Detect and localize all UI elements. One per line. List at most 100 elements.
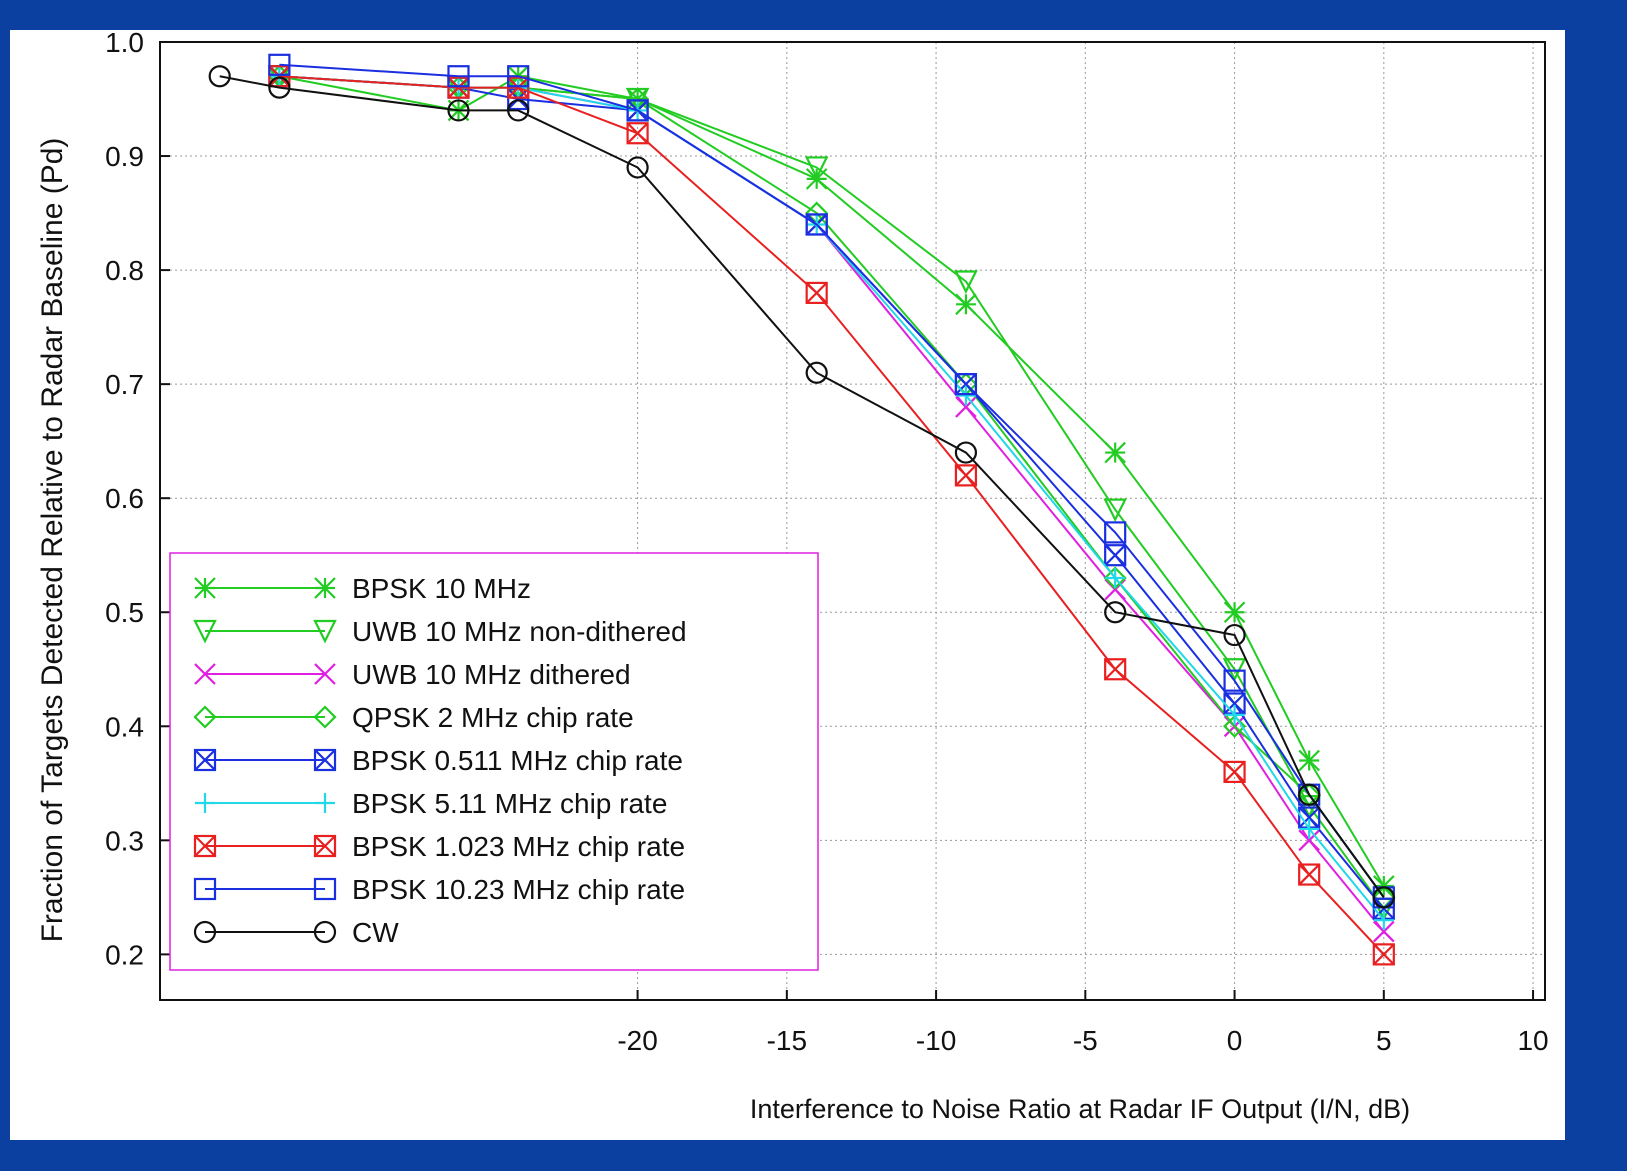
marker-stroke (1373, 897, 1395, 920)
x-axis-label: Interference to Noise Ratio at Radar IF … (750, 1094, 1410, 1124)
data-point (268, 65, 291, 88)
marker-stroke (1223, 601, 1246, 624)
data-point (954, 373, 978, 396)
data-point (1105, 568, 1126, 589)
marker-stroke (314, 577, 336, 599)
marker-stroke (1298, 863, 1320, 886)
legend-symbol (193, 920, 337, 944)
marker-shape (804, 156, 829, 180)
y-tick-label: 0.8 (105, 255, 144, 286)
data-point (1223, 760, 1246, 784)
data-point (1372, 943, 1395, 966)
data-point (1104, 441, 1126, 464)
data-point (268, 53, 291, 76)
marker-shape (313, 748, 337, 772)
marker-stroke (1298, 749, 1320, 772)
marker-shape (193, 877, 217, 901)
marker-shape (447, 76, 470, 99)
marker-shape (1223, 623, 1246, 647)
marker-stroke (314, 749, 336, 771)
data-point (955, 396, 977, 418)
data-point (626, 156, 649, 179)
data-point (1224, 704, 1245, 725)
x-tick-label: -15 (767, 1025, 807, 1056)
y-tick-label: 0.4 (105, 711, 144, 742)
legend-label: BPSK 1.023 MHz chip rate (352, 831, 685, 862)
data-point (1373, 910, 1394, 931)
data-point (955, 385, 976, 406)
marker-stroke (507, 88, 529, 110)
marker-shape (208, 65, 231, 88)
series-line (219, 75, 1385, 898)
legend-symbol (193, 748, 337, 772)
marker-shape (805, 213, 828, 236)
legend-label: BPSK 5.11 MHz chip rate (352, 788, 667, 819)
marker-shape (193, 920, 217, 944)
marker-shape (193, 705, 217, 729)
marker-shape (313, 705, 337, 729)
marker-shape (1223, 760, 1246, 784)
marker-stroke (447, 76, 470, 99)
marker-shape (447, 99, 470, 122)
marker-shape (313, 877, 337, 901)
y-tick-label: 0.2 (105, 939, 144, 970)
data-point (1373, 920, 1395, 943)
legend-symbol (193, 705, 337, 729)
legend-label: BPSK 0.511 MHz chip rate (352, 745, 683, 776)
marker-shape (805, 361, 828, 384)
marker-stroke (1223, 692, 1246, 715)
data-point (1223, 601, 1246, 624)
data-point (447, 99, 470, 122)
data-point (954, 441, 978, 464)
marker-stroke (1104, 441, 1126, 464)
marker-shape (1104, 544, 1127, 567)
marker-shape (193, 748, 217, 772)
legend-label: UWB 10 MHz non-dithered (352, 616, 687, 647)
marker-stroke (626, 122, 649, 145)
marker-shape (507, 76, 530, 99)
legend-symbol (194, 577, 336, 599)
data-point (1298, 829, 1320, 852)
marker-stroke (1373, 943, 1395, 966)
data-point (805, 281, 828, 305)
marker-stroke (1104, 658, 1126, 681)
marker-stroke (268, 65, 291, 87)
marker-shape (1223, 714, 1247, 738)
marker-shape (1298, 783, 1321, 806)
marker-shape (313, 619, 337, 644)
legend-box (169, 552, 819, 971)
marker-shape (268, 53, 291, 76)
data-point (447, 76, 470, 99)
marker-shape (1372, 886, 1395, 909)
data-point (804, 156, 829, 180)
data-point (507, 76, 530, 99)
marker-stroke (194, 577, 216, 599)
marker-shape (268, 76, 291, 99)
data-point (1223, 669, 1246, 692)
y-tick-label: 0.9 (105, 141, 144, 172)
data-point (1298, 863, 1321, 886)
plot-frame (159, 41, 1546, 1001)
legend-label: QPSK 2 MHz chip rate (352, 702, 634, 733)
marker-shape (954, 464, 978, 487)
legend-symbol (195, 793, 335, 813)
marker-stroke (1298, 829, 1320, 852)
marker-shape (313, 920, 337, 944)
data-point (1223, 623, 1246, 647)
x-tick-label: -20 (617, 1025, 657, 1056)
series-line (279, 63, 1385, 898)
data-point (626, 99, 649, 122)
y-tick-label: 0.3 (105, 825, 144, 856)
y-tick-label: 0.7 (105, 369, 144, 400)
data-point (447, 65, 470, 88)
marker-shape (1104, 658, 1127, 681)
marker-stroke (955, 396, 977, 418)
x-tick-label: -10 (916, 1025, 956, 1056)
data-point (1104, 544, 1127, 567)
data-point (954, 464, 978, 487)
marker-stroke (314, 835, 336, 857)
marker-shape (1372, 943, 1395, 966)
series-line (279, 75, 1385, 956)
y-tick-label: 0.5 (105, 597, 144, 628)
marker-stroke (805, 282, 828, 304)
